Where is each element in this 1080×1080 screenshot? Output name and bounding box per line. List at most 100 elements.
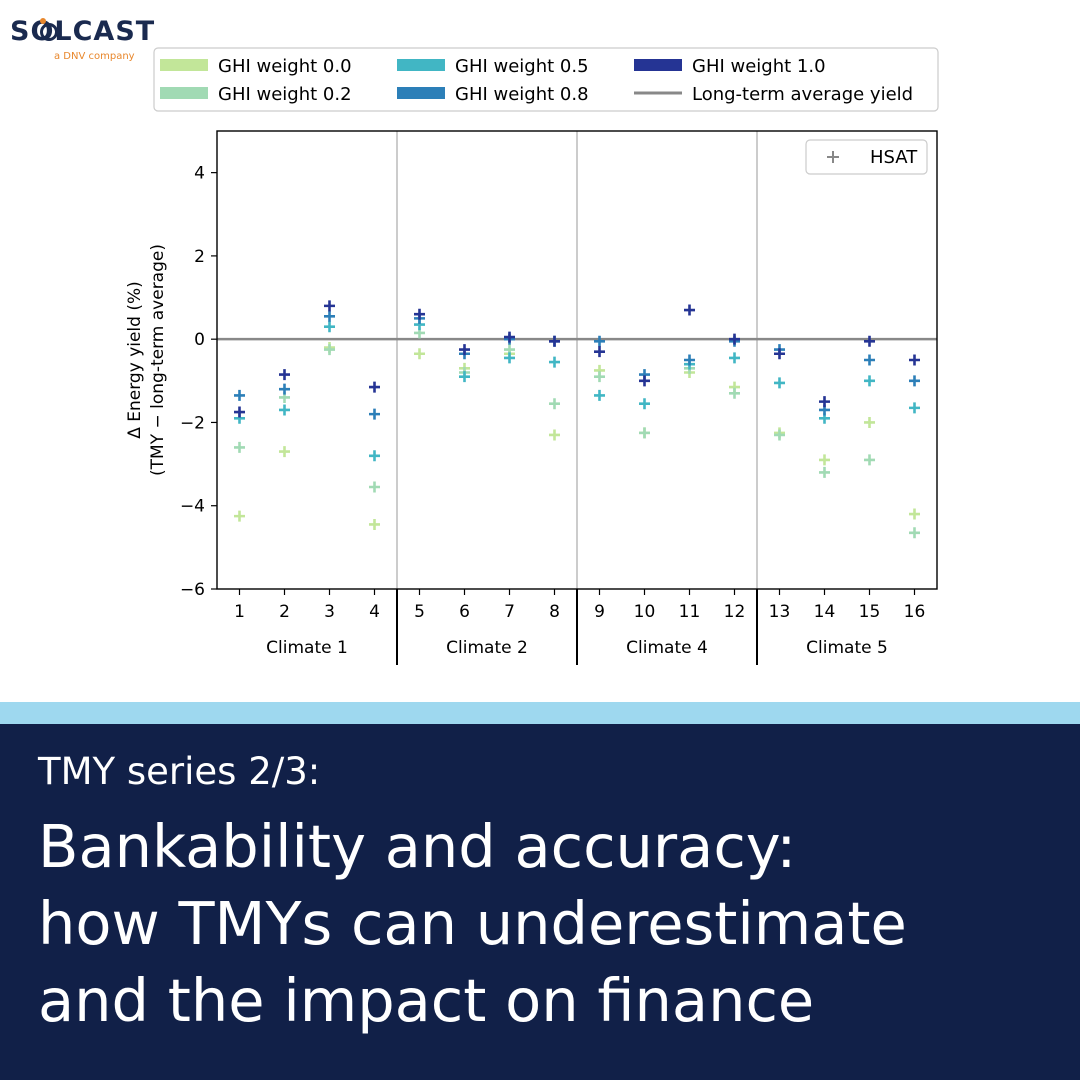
data-point [864,375,875,387]
data-point [729,352,740,364]
headline-line: how TMYs can underestimate [38,889,907,958]
brand-tagline: a DNV company [54,51,135,62]
x-tick-label: 4 [369,602,380,622]
y-tick-label: −4 [180,497,205,517]
legend-label: GHI weight 0.5 [455,56,589,77]
data-point [639,427,650,439]
x-tick-label: 7 [504,602,515,622]
headline-line: Bankability and accuracy: [38,812,797,881]
data-point [414,348,425,360]
data-point [909,402,920,414]
y-tick-label: −6 [180,580,205,600]
y-axis-label: Δ Energy yield (%) [125,281,145,439]
x-tick-label: 1 [234,602,245,622]
data-point [909,508,920,520]
x-tick-label: 11 [679,602,701,622]
data-point [459,344,470,356]
y-tick-label: −2 [180,413,205,433]
group-label: Climate 4 [626,638,708,658]
x-tick-label: 8 [549,602,560,622]
data-point [594,389,605,401]
x-tick-label: 2 [279,602,290,622]
y-tick-label: 4 [194,164,205,184]
data-point [684,304,695,316]
legend-swatch [397,87,445,99]
group-label: Climate 5 [806,638,888,658]
data-point [549,335,560,347]
data-point [774,348,785,360]
sun-ray-icon [40,18,46,24]
data-point [864,454,875,466]
group-label: Climate 2 [446,638,528,658]
legend-swatch [634,59,682,71]
data-point [639,375,650,387]
x-tick-label: 3 [324,602,335,622]
data-point [774,429,785,441]
data-point [549,398,560,410]
data-point [234,406,245,418]
y-tick-label: 2 [194,247,205,267]
x-tick-label: 9 [594,602,605,622]
x-tick-label: 13 [769,602,791,622]
legend-swatch [160,59,208,71]
legend-box [153,47,939,112]
data-point [459,371,470,383]
data-point [504,331,515,343]
data-point [819,396,830,408]
data-point [864,354,875,366]
marker-legend-label: HSAT [870,147,918,168]
data-point [369,381,380,393]
headline-line: and the impact on finance [38,966,815,1035]
data-point [639,398,650,410]
data-point [504,352,515,364]
data-point [549,429,560,441]
data-point [279,404,290,416]
data-point [909,354,920,366]
x-tick-label: 6 [459,602,470,622]
x-tick-label: 15 [859,602,881,622]
data-point [369,518,380,530]
data-point [369,450,380,462]
data-point [909,527,920,539]
series-label: TMY series 2/3: [38,750,321,793]
data-point [279,369,290,381]
solcast-logo: SOLCAST a DNV company [10,12,154,68]
data-point [774,377,785,389]
plot-frame [216,130,938,590]
brand-name: SOLCAST [10,16,156,47]
legend-swatch [397,59,445,71]
data-point [234,510,245,522]
data-point [369,481,380,493]
data-point [594,335,605,347]
data-point [819,454,830,466]
y-axis-label: (TMY − long-term average) [148,244,168,476]
data-point [684,354,695,366]
sun-icon [40,23,58,41]
data-point [234,441,245,453]
data-point [324,300,335,312]
x-tick-label: 16 [904,602,926,622]
legend-plus-icon [827,151,839,163]
data-point [414,308,425,320]
data-point [864,335,875,347]
group-label: Climate 1 [266,638,348,658]
legend-label: GHI weight 0.0 [218,56,352,77]
data-point [324,321,335,333]
x-tick-label: 14 [814,602,836,622]
data-point [594,346,605,358]
data-point [279,446,290,458]
legend-label: GHI weight 0.8 [455,84,589,105]
data-point [324,344,335,356]
legend-swatch [160,87,208,99]
data-point [909,375,920,387]
x-tick-label: 5 [414,602,425,622]
y-tick-label: 0 [194,330,205,350]
x-tick-label: 12 [724,602,746,622]
data-point [279,383,290,395]
data-point [549,356,560,368]
legend-label: Long-term average yield [692,84,913,105]
x-tick-label: 10 [634,602,656,622]
data-point [234,389,245,401]
accent-strip [0,702,1080,724]
